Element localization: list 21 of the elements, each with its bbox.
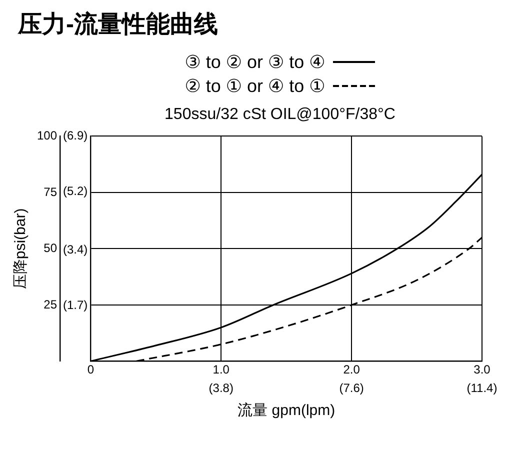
chart-title: 压力-流量性能曲线 bbox=[18, 10, 219, 40]
legend-label: ③ to ② or ③ to ④ bbox=[184, 51, 326, 74]
x-axis-title: 流量 gpm(lpm) bbox=[238, 402, 336, 420]
y-axis-title: 压降psi(bar) bbox=[12, 208, 30, 290]
x2-tick-label: (11.4) bbox=[466, 381, 498, 396]
chart-subtitle: 150ssu/32 cSt OIL@100°F/38°C bbox=[164, 106, 396, 124]
x2-tick-label: (7.6) bbox=[339, 381, 364, 396]
y2-tick-label: (3.4) bbox=[63, 242, 88, 257]
x-tick-label: 0 bbox=[87, 362, 94, 377]
y2-tick-label: (5.2) bbox=[63, 184, 88, 198]
y-tick-label: 75 bbox=[44, 184, 58, 199]
legend-label: ② to ① or ④ to ① bbox=[184, 75, 326, 98]
x-tick-label: 2.0 bbox=[343, 362, 360, 377]
x2-tick-label: (3.8) bbox=[208, 381, 234, 396]
x-tick-label: 1.0 bbox=[212, 362, 230, 377]
y-tick-label: 50 bbox=[44, 241, 58, 256]
y2-tick-label: (1.7) bbox=[63, 298, 88, 312]
x-tick-label: 3.0 bbox=[474, 362, 491, 377]
y-tick-label: 100 bbox=[36, 128, 58, 143]
y2-tick-label: (6.9) bbox=[63, 128, 88, 143]
y-tick-label: 25 bbox=[44, 297, 58, 312]
